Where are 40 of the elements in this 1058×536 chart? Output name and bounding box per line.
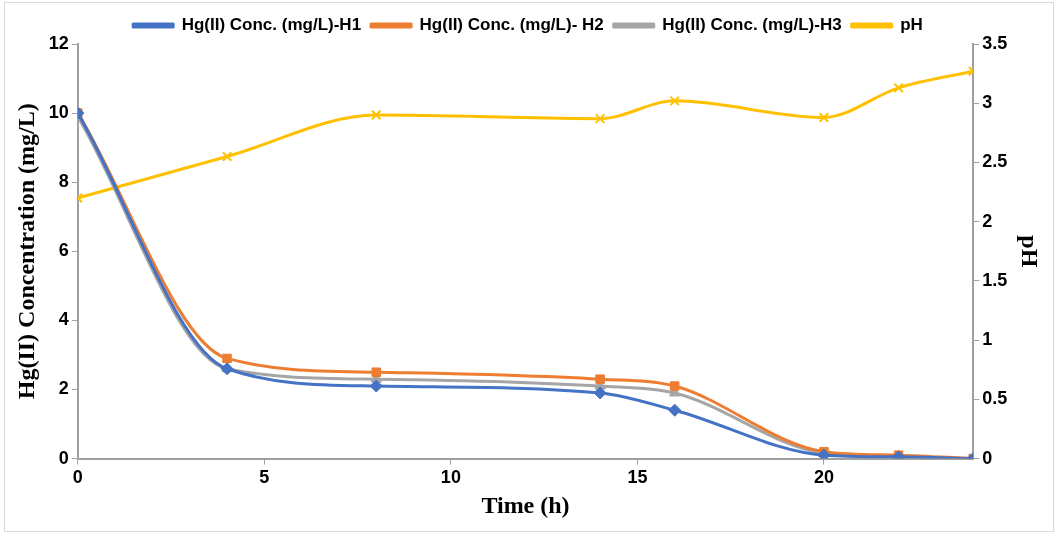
legend-label: Hg(II) Conc. (mg/L)-H1 bbox=[181, 15, 362, 35]
point bbox=[668, 403, 682, 417]
y-tick-label: 6 bbox=[58, 240, 69, 261]
point bbox=[369, 379, 383, 393]
legend-label: pH bbox=[900, 15, 923, 35]
y-tick-label: 2 bbox=[58, 378, 69, 399]
y2-tick-label: 1.5 bbox=[982, 269, 1008, 290]
y2-tick-label: 3.5 bbox=[982, 32, 1008, 53]
y-tick-label: 12 bbox=[48, 32, 69, 53]
legend-label: Hg(II) Conc. (mg/L)- H2 bbox=[419, 15, 604, 35]
point bbox=[594, 113, 606, 124]
x-tick-label: 5 bbox=[259, 467, 270, 488]
x-tick-label: 0 bbox=[72, 467, 83, 488]
y2-axis-title: pH bbox=[1017, 235, 1044, 268]
point bbox=[818, 112, 830, 123]
point bbox=[893, 82, 904, 94]
y2-tick-label: 2.5 bbox=[982, 151, 1008, 172]
point bbox=[669, 381, 680, 391]
point bbox=[593, 386, 607, 400]
y-tick-label: 8 bbox=[58, 171, 69, 192]
y2-tick-label: 1 bbox=[982, 329, 993, 350]
point bbox=[221, 151, 233, 162]
y-axis-title: Hg(II) Concentration (mg/L) bbox=[12, 103, 39, 400]
point bbox=[371, 367, 382, 377]
point bbox=[595, 374, 605, 384]
y2-tick-label: 2 bbox=[982, 210, 993, 231]
point bbox=[222, 353, 232, 364]
point bbox=[669, 95, 680, 107]
x-tick-label: 10 bbox=[440, 467, 461, 488]
y-tick-label: 4 bbox=[58, 309, 69, 330]
x-tick-label: 15 bbox=[627, 467, 648, 488]
y2-tick-label: 0.5 bbox=[982, 388, 1008, 409]
y-tick-label: 10 bbox=[48, 102, 69, 123]
y-tick-label: 0 bbox=[58, 447, 69, 468]
y2-tick-label: 3 bbox=[982, 92, 993, 113]
point bbox=[371, 109, 382, 121]
x-tick-label: 20 bbox=[813, 467, 834, 488]
x-axis-title: Time (h) bbox=[481, 491, 570, 518]
y2-tick-label: 0 bbox=[982, 447, 993, 468]
legend-label: Hg(II) Conc. (mg/L)-H3 bbox=[662, 15, 842, 35]
